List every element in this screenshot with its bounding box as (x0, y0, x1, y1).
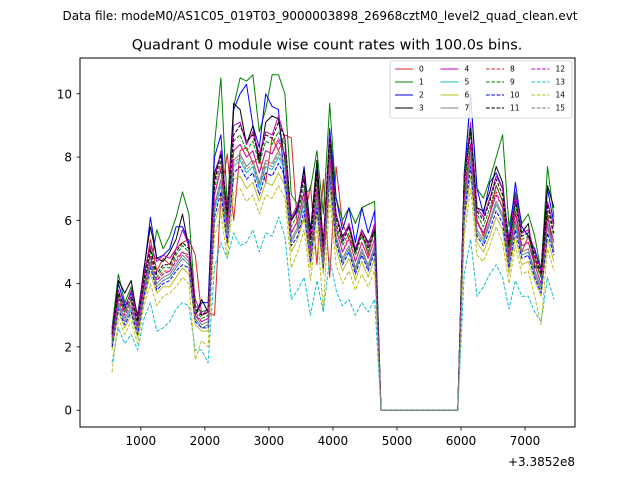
legend-label-11: 11 (510, 104, 520, 113)
legend-label-4: 4 (465, 65, 470, 74)
suptitle: Data file: modeM0/AS1C05_019T03_90000038… (62, 9, 577, 23)
x-tick-label: 6000 (446, 434, 477, 448)
series-line-12 (111, 140, 555, 411)
x-axis: 1000 2000 3000 4000 5000 6000 7000 (126, 427, 541, 448)
series-line-9 (111, 131, 555, 411)
y-tick-label: 0 (64, 404, 72, 418)
legend-label-5: 5 (465, 78, 470, 87)
y-tick-label: 6 (64, 214, 72, 228)
y-tick-label: 4 (64, 277, 72, 291)
legend-label-12: 12 (556, 65, 566, 74)
x-tick-label: 1000 (126, 434, 157, 448)
legend-label-7: 7 (465, 104, 470, 113)
y-axis: 0 2 4 6 8 10 (57, 87, 80, 418)
series-group (111, 74, 555, 411)
legend-label-10: 10 (510, 91, 520, 100)
legend-label-6: 6 (465, 91, 470, 100)
series-line-1 (111, 74, 555, 411)
legend-label-8: 8 (510, 65, 515, 74)
y-tick-label: 2 (64, 340, 72, 354)
series-line-13 (111, 216, 555, 411)
x-offset-label: +3.3852e8 (508, 455, 575, 469)
x-tick-label: 3000 (254, 434, 285, 448)
chart-title: Quadrant 0 module wise count rates with … (132, 38, 523, 54)
series-line-11 (111, 121, 555, 411)
legend-label-2: 2 (419, 91, 424, 100)
series-line-2 (111, 83, 555, 411)
legend-label-3: 3 (419, 104, 424, 113)
axes-border (79, 57, 576, 428)
legend-label-0: 0 (419, 65, 424, 74)
x-tick-label: 2000 (190, 434, 221, 448)
legend-label-13: 13 (556, 78, 566, 87)
legend-box (389, 60, 573, 119)
y-tick-label: 10 (57, 87, 72, 101)
legend-label-15: 15 (556, 104, 566, 113)
series-line-6 (111, 172, 555, 411)
x-tick-label: 4000 (318, 434, 349, 448)
legend-label-14: 14 (556, 91, 566, 100)
y-tick-label: 8 (64, 151, 72, 165)
x-tick-label: 5000 (382, 434, 413, 448)
series-line-8 (111, 137, 555, 411)
series-line-15 (111, 153, 555, 411)
series-line-10 (111, 162, 555, 411)
legend-label-1: 1 (419, 78, 424, 87)
legend-label-9: 9 (510, 78, 515, 87)
series-line-14 (111, 185, 555, 411)
x-tick-label: 7000 (510, 434, 541, 448)
